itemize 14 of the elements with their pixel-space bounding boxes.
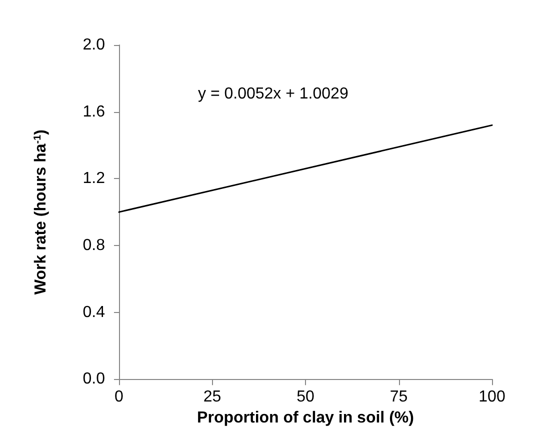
x-tick-label: 25 (203, 388, 222, 406)
y-tick-label: 1.6 (82, 103, 106, 120)
x-tick-label: 75 (390, 388, 408, 406)
y-tick-label: 0.4 (82, 304, 106, 321)
x-axis-title: Proportion of clay in soil (%) (197, 410, 414, 426)
y-tick-label: 0.8 (82, 236, 106, 254)
x-tick-label: 100 (478, 388, 506, 406)
annotation: y = 0.0052x + 1.0029 (198, 86, 348, 102)
x-tick-label: 50 (296, 388, 314, 406)
y-tick-label: 0.0 (82, 370, 106, 388)
x-tick-label: 0 (114, 388, 124, 406)
y-tick-label: 1.2 (82, 170, 106, 188)
y-axis-title: Work rate (hours ha-1) (32, 130, 50, 295)
y-tick-label: 2.0 (82, 36, 106, 54)
